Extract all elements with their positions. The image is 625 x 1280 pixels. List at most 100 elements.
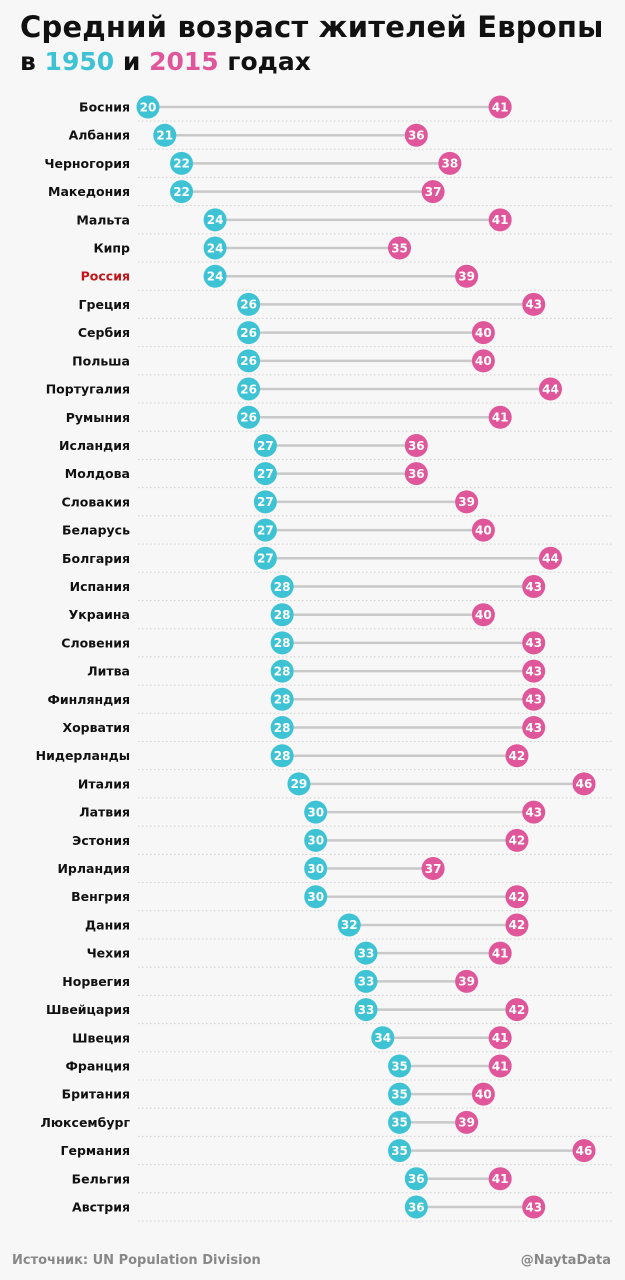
country-label: Мальта [76,212,130,227]
country-label: Исландия [59,438,130,453]
value-label-1950: 33 [358,975,375,989]
value-label-2015: 43 [525,580,542,594]
country-label: Дания [85,917,130,932]
country-label: Германия [61,1143,130,1158]
dot-1950 [354,941,378,965]
dot-2015 [488,1054,512,1078]
country-label: Италия [78,776,130,791]
value-label-1950: 27 [257,523,274,537]
dot-1950 [136,95,160,119]
country-label: Босния [79,100,130,115]
value-label-1950: 24 [207,241,224,255]
value-label-1950: 26 [240,354,257,368]
value-label-1950: 27 [257,552,274,566]
dot-2015 [421,180,445,204]
value-label-2015: 41 [492,1172,509,1186]
value-label-1950: 34 [374,1031,391,1045]
country-label: Чехия [87,946,130,961]
value-label-1950: 28 [274,749,291,763]
dot-2015 [438,151,462,175]
dot-1950 [237,405,261,429]
dot-2015 [388,236,412,260]
value-label-1950: 33 [358,1003,375,1017]
dot-1950 [203,208,227,232]
value-label-2015: 38 [442,157,459,171]
chart-subtitle: в 1950 и 2015 годах [20,47,311,76]
value-label-1950: 21 [156,129,173,143]
country-label: Румыния [66,410,130,425]
value-label-1950: 27 [257,495,274,509]
value-label-2015: 43 [525,1200,542,1214]
value-label-1950: 26 [240,382,257,396]
value-label-2015: 44 [542,382,559,396]
dot-2015 [522,1195,546,1219]
country-label: Финляндия [48,692,131,707]
dot-1950 [354,998,378,1022]
dot-1950 [270,574,294,598]
dot-1950 [270,716,294,740]
country-label: Венгрия [71,889,130,904]
dot-2015 [404,433,428,457]
value-label-2015: 42 [509,918,526,932]
value-label-1950: 33 [358,946,375,960]
country-label: Бельгия [72,1171,130,1186]
dot-1950 [388,1139,412,1163]
dot-2015 [471,603,495,627]
value-label-2015: 40 [475,354,492,368]
dot-2015 [455,969,479,993]
dot-2015 [522,659,546,683]
dot-1950 [304,800,328,824]
value-label-1950: 28 [274,693,291,707]
value-label-2015: 40 [475,608,492,622]
dot-1950 [270,659,294,683]
value-label-2015: 43 [525,298,542,312]
value-label-1950: 35 [391,1116,408,1130]
value-label-2015: 37 [425,185,442,199]
value-label-2015: 42 [509,834,526,848]
chart-title: Средний возраст жителей Европы [20,10,604,44]
dot-1950 [287,772,311,796]
dot-1950 [270,631,294,655]
country-label: Польша [72,353,130,368]
dot-1950 [253,546,277,570]
country-label: Словения [61,635,130,650]
dot-1950 [404,1167,428,1191]
dot-1950 [237,349,261,373]
dot-1950 [388,1082,412,1106]
dot-1950 [388,1054,412,1078]
country-label: Норвегия [62,974,130,989]
dot-2015 [488,1026,512,1050]
country-label: Кипр [93,241,130,256]
country-label: Албания [69,128,130,143]
dot-2015 [538,546,562,570]
value-label-1950: 35 [391,1144,408,1158]
dot-1950 [304,828,328,852]
country-label: Сербия [78,325,130,340]
value-label-2015: 35 [391,241,408,255]
value-label-2015: 41 [492,213,509,227]
source-note: Источник: UN Population Division [12,1253,261,1268]
value-label-2015: 46 [576,1144,593,1158]
dot-2015 [505,744,529,768]
dot-1950 [304,857,328,881]
country-label: Швеция [72,1030,130,1045]
dot-2015 [488,1167,512,1191]
value-label-1950: 27 [257,467,274,481]
value-label-2015: 39 [458,270,475,284]
country-label: Россия [81,269,130,284]
dot-2015 [488,405,512,429]
value-label-1950: 28 [274,721,291,735]
dot-2015 [572,772,596,796]
dot-1950 [337,913,361,937]
value-label-2015: 42 [509,890,526,904]
dot-1950 [203,236,227,260]
dot-2015 [488,941,512,965]
value-label-2015: 43 [525,664,542,678]
value-label-1950: 28 [274,580,291,594]
dot-1950 [354,969,378,993]
value-label-1950: 30 [307,890,324,904]
subtitle-suffix: годах [227,47,311,76]
value-label-1950: 26 [240,298,257,312]
value-label-2015: 36 [408,439,425,453]
country-label: Украина [69,607,130,622]
